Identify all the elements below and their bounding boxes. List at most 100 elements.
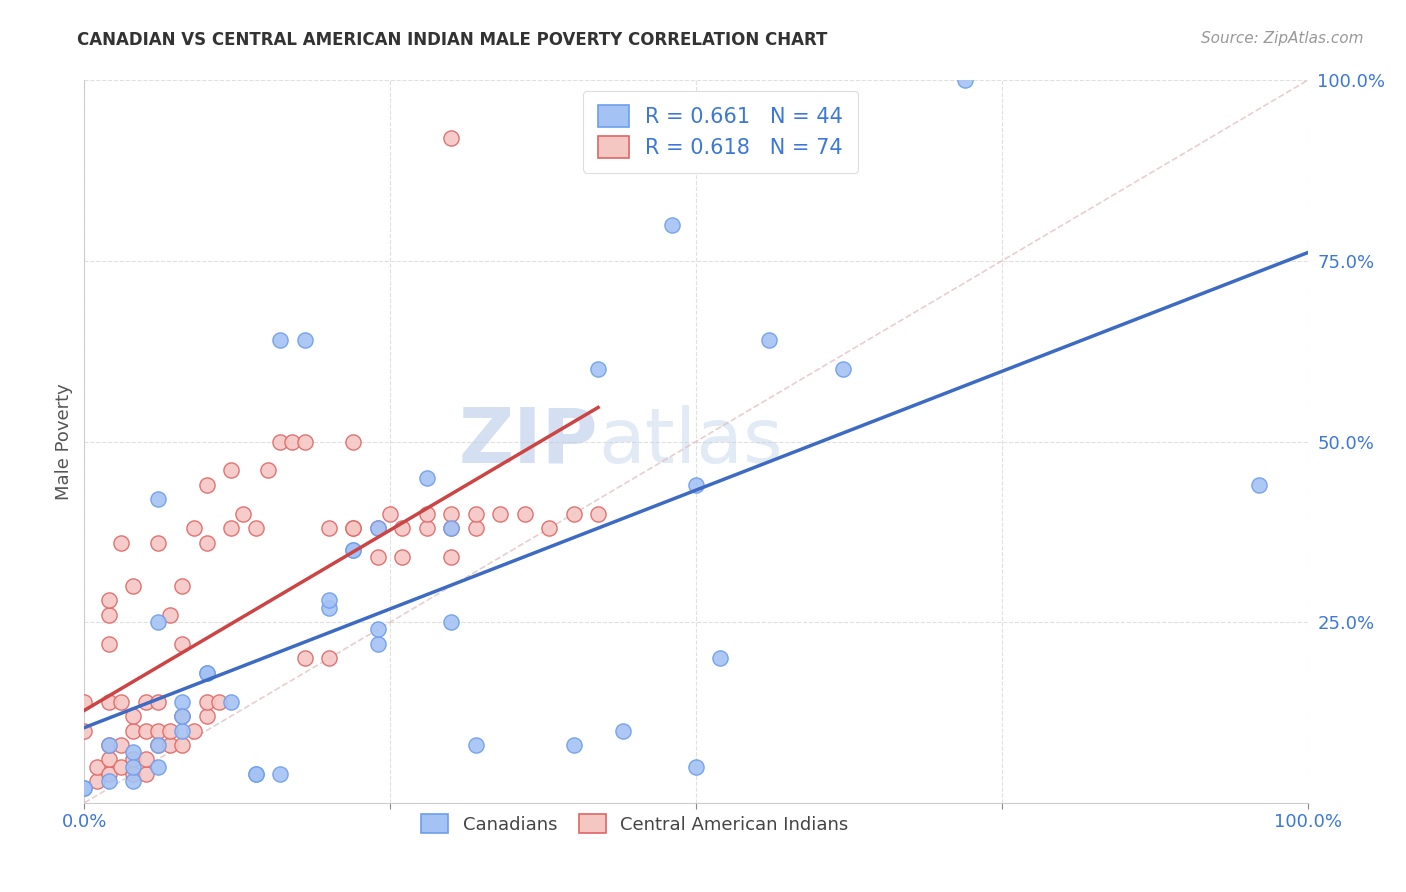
Point bbox=[172, 709, 194, 723]
Point bbox=[586, 362, 609, 376]
Point bbox=[440, 521, 463, 535]
Point bbox=[586, 507, 609, 521]
Point bbox=[440, 521, 463, 535]
Point bbox=[464, 738, 486, 752]
Point bbox=[122, 760, 145, 774]
Point bbox=[391, 521, 413, 535]
Point bbox=[73, 781, 96, 796]
Point bbox=[269, 767, 291, 781]
Point bbox=[367, 623, 389, 637]
Point bbox=[562, 738, 585, 752]
Point bbox=[97, 767, 120, 781]
Point bbox=[195, 478, 218, 492]
Point bbox=[122, 579, 145, 593]
Point bbox=[146, 535, 169, 549]
Point bbox=[97, 593, 120, 607]
Point bbox=[367, 550, 389, 565]
Point bbox=[342, 542, 364, 557]
Point bbox=[73, 781, 96, 796]
Point bbox=[269, 334, 291, 348]
Text: ZIP: ZIP bbox=[458, 405, 598, 478]
Point bbox=[219, 695, 242, 709]
Point bbox=[464, 507, 486, 521]
Point bbox=[661, 218, 683, 232]
Point bbox=[172, 579, 194, 593]
Point bbox=[135, 767, 157, 781]
Point bbox=[97, 774, 120, 789]
Point bbox=[464, 521, 486, 535]
Point bbox=[122, 767, 145, 781]
Point bbox=[391, 550, 413, 565]
Point bbox=[440, 131, 463, 145]
Point bbox=[380, 507, 402, 521]
Point bbox=[538, 521, 561, 535]
Point bbox=[146, 738, 169, 752]
Point bbox=[318, 593, 340, 607]
Point bbox=[97, 752, 120, 766]
Point bbox=[489, 507, 512, 521]
Point bbox=[367, 637, 389, 651]
Point bbox=[294, 334, 316, 348]
Point bbox=[195, 709, 218, 723]
Point bbox=[281, 434, 304, 449]
Point bbox=[146, 738, 169, 752]
Point bbox=[831, 362, 853, 376]
Point bbox=[685, 478, 707, 492]
Point bbox=[342, 542, 364, 557]
Point bbox=[73, 695, 96, 709]
Point bbox=[219, 463, 242, 477]
Point bbox=[135, 723, 157, 738]
Point bbox=[110, 738, 132, 752]
Point bbox=[318, 600, 340, 615]
Point bbox=[219, 521, 242, 535]
Point bbox=[122, 723, 145, 738]
Point bbox=[195, 535, 218, 549]
Point bbox=[86, 760, 108, 774]
Point bbox=[110, 760, 132, 774]
Point bbox=[208, 695, 231, 709]
Point bbox=[1247, 478, 1270, 492]
Point bbox=[159, 723, 181, 738]
Point bbox=[342, 434, 364, 449]
Point bbox=[318, 651, 340, 665]
Point bbox=[294, 434, 316, 449]
Point bbox=[110, 535, 132, 549]
Point bbox=[416, 470, 439, 484]
Point bbox=[122, 774, 145, 789]
Point bbox=[269, 434, 291, 449]
Point bbox=[159, 607, 181, 622]
Point bbox=[97, 738, 120, 752]
Text: Source: ZipAtlas.com: Source: ZipAtlas.com bbox=[1201, 31, 1364, 46]
Point bbox=[135, 695, 157, 709]
Point bbox=[342, 521, 364, 535]
Point bbox=[416, 507, 439, 521]
Point bbox=[172, 723, 194, 738]
Point bbox=[97, 607, 120, 622]
Point bbox=[195, 695, 218, 709]
Point bbox=[97, 695, 120, 709]
Point bbox=[612, 723, 634, 738]
Point bbox=[318, 521, 340, 535]
Point bbox=[73, 723, 96, 738]
Point bbox=[416, 521, 439, 535]
Point bbox=[97, 637, 120, 651]
Point bbox=[257, 463, 280, 477]
Point bbox=[183, 521, 205, 535]
Point bbox=[195, 665, 218, 680]
Point bbox=[245, 767, 267, 781]
Point bbox=[172, 738, 194, 752]
Point bbox=[159, 738, 181, 752]
Point bbox=[146, 492, 169, 507]
Point bbox=[758, 334, 780, 348]
Legend: Canadians, Central American Indians: Canadians, Central American Indians bbox=[411, 804, 859, 845]
Point bbox=[146, 615, 169, 630]
Text: atlas: atlas bbox=[598, 405, 783, 478]
Point bbox=[172, 695, 194, 709]
Point bbox=[367, 521, 389, 535]
Point bbox=[685, 760, 707, 774]
Point bbox=[367, 521, 389, 535]
Point bbox=[440, 507, 463, 521]
Point bbox=[232, 507, 254, 521]
Point bbox=[245, 767, 267, 781]
Point bbox=[122, 745, 145, 759]
